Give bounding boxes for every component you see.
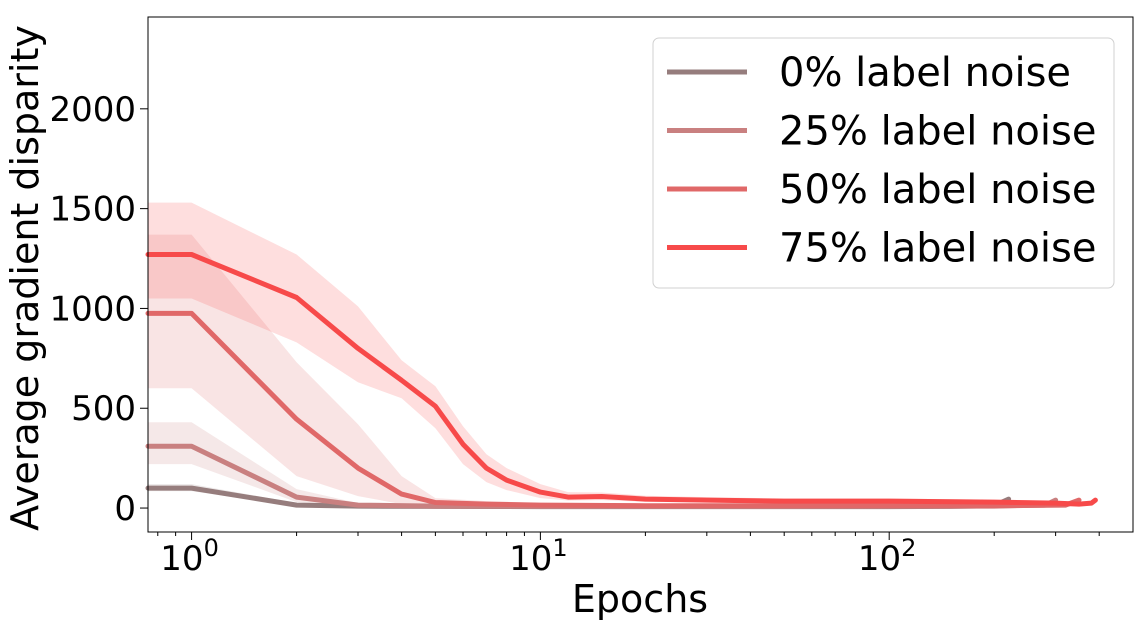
plot-frame [147,16,1134,533]
legend-frame [652,37,1115,289]
series-line-2 [145,310,1082,509]
series-line-3 [145,252,1098,507]
y-axis-title: Average gradient disparity [3,25,47,531]
x-tick-label: 100 [160,534,219,579]
legend-label-3: 75% label noise [779,226,1096,272]
x-tick-label: 102 [858,534,917,579]
confidence-bands [148,202,1096,507]
x-axis-title: Epochs [572,577,708,621]
x-tick-label: 101 [509,534,568,579]
y-tick-label: 500 [71,389,136,429]
legend-label-1: 25% label noise [779,109,1096,155]
legend: 0% label noise 25% label noise 50% label n… [652,37,1115,289]
x-axis-ticks: 100 101 102 [157,532,1100,579]
series-lines [145,252,1098,510]
y-tick-label: 1000 [49,289,136,329]
y-tick-label: 1500 [49,190,136,230]
y-tick-label: 2000 [49,90,136,130]
series-band-3 [148,202,1096,506]
y-tick-label: 0 [114,489,136,529]
legend-label-0: 0% label noise [779,50,1071,96]
y-axis-ticks: 0 500 1000 1500 2000 [49,90,148,529]
legend-label-2: 50% label noise [779,167,1096,213]
